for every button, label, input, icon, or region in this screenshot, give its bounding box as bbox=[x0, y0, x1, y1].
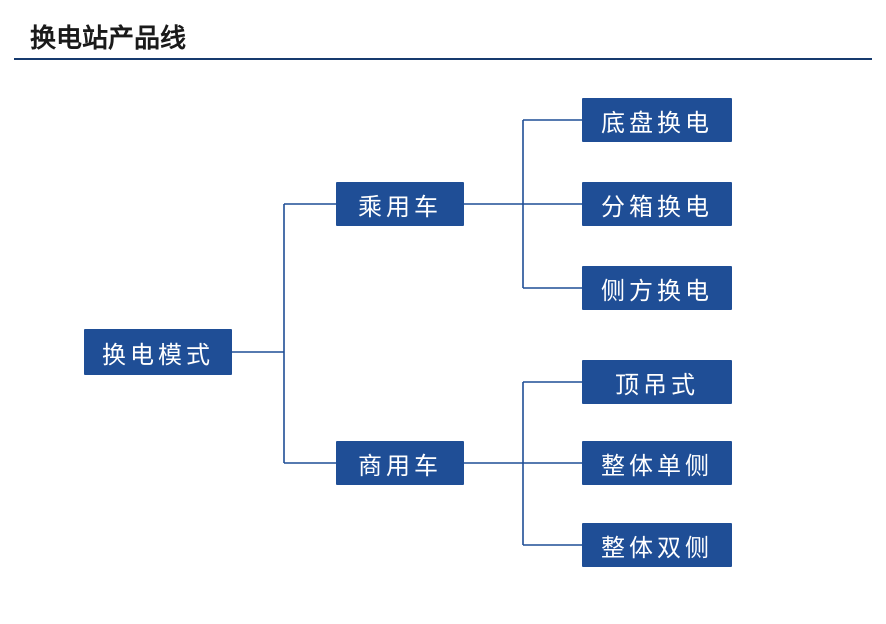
connector-from-cat1 bbox=[464, 120, 582, 288]
title-rule bbox=[14, 58, 872, 60]
tree-connectors bbox=[0, 0, 886, 624]
page-title: 换电站产品线 bbox=[30, 18, 186, 55]
tree-node-cat1: 乘用车 bbox=[336, 182, 464, 226]
tree-node-leaf13: 侧方换电 bbox=[582, 266, 732, 310]
connector-from-cat2 bbox=[464, 382, 582, 545]
tree-node-leaf12: 分箱换电 bbox=[582, 182, 732, 226]
connector-from-root bbox=[232, 204, 336, 463]
tree-node-leaf23: 整体双侧 bbox=[582, 523, 732, 567]
tree-node-cat2: 商用车 bbox=[336, 441, 464, 485]
tree-node-leaf22: 整体单侧 bbox=[582, 441, 732, 485]
tree-node-leaf11: 底盘换电 bbox=[582, 98, 732, 142]
tree-node-root: 换电模式 bbox=[84, 329, 232, 375]
tree-node-leaf21: 顶吊式 bbox=[582, 360, 732, 404]
